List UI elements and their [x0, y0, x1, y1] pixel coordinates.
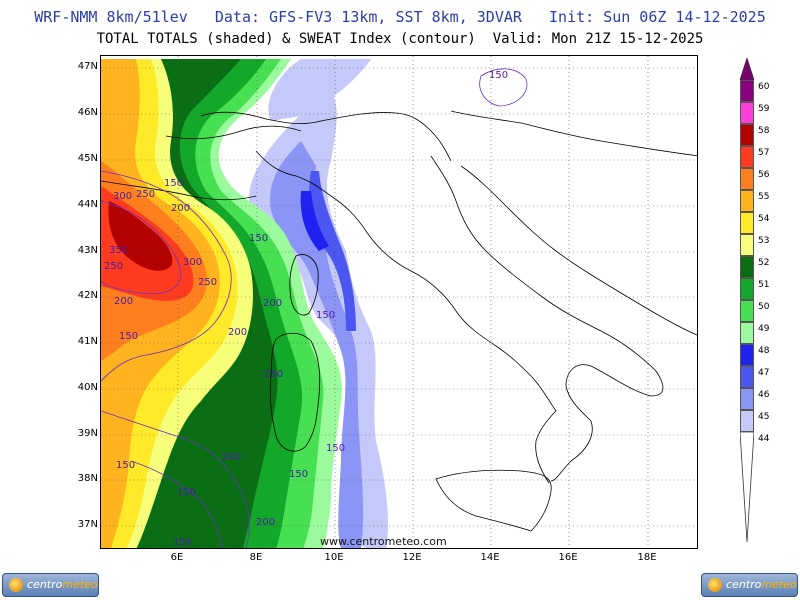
logo-text: centro — [27, 578, 63, 591]
map-panel: 150 300 250 150 200 350 300 250 150 200 … — [100, 55, 698, 549]
contour-label: 200 — [256, 517, 275, 528]
colorbar-swatch — [740, 168, 754, 190]
colorbar-label: 46 — [758, 390, 770, 400]
lat-label: 45N — [77, 153, 98, 164]
contour-label: 200 — [171, 203, 190, 214]
lat-label: 40N — [77, 382, 98, 393]
contour-label: 300 — [113, 191, 132, 202]
contour-label: 200 — [222, 452, 241, 463]
sun-icon — [9, 578, 23, 592]
lon-label: 12E — [402, 552, 422, 563]
contour-label: 150 — [489, 70, 508, 81]
colorbar-swatch — [740, 80, 754, 102]
lat-label: 47N — [77, 61, 98, 72]
centrometeo-logo-left[interactable]: centrometeo — [2, 573, 99, 597]
colorbar-label: 58 — [758, 126, 770, 136]
colorbar-label: 49 — [758, 324, 770, 334]
sweat-contours — [101, 68, 528, 548]
contour-labels: 150 300 250 150 200 350 300 250 150 200 … — [104, 70, 508, 548]
colorbar-label: 54 — [758, 214, 770, 224]
header-line-2: TOTAL TOTALS (shaded) & SWEAT Index (con… — [96, 31, 704, 47]
colorbar-swatch — [740, 212, 754, 234]
logo-text-accent: meteo — [761, 578, 797, 591]
contour-label: 250 — [136, 189, 155, 200]
colorbar-swatch — [740, 300, 754, 322]
lon-label: 10E — [324, 552, 344, 563]
watermark: www.centrometeo.com — [320, 535, 447, 548]
colorbar-swatch — [740, 366, 754, 388]
lat-label: 46N — [77, 107, 98, 118]
colorbar-label: 57 — [758, 148, 770, 158]
contour-label: 300 — [183, 257, 202, 268]
colorbar-swatch — [740, 102, 754, 124]
colorbar-label: 55 — [758, 192, 770, 202]
lat-label: 37N — [77, 519, 98, 530]
lat-label: 42N — [77, 290, 98, 301]
colorbar-swatch — [740, 278, 754, 300]
colorbar-swatch — [740, 146, 754, 168]
colorbar-arrow — [740, 58, 754, 80]
shaded-field — [101, 59, 532, 548]
colorbar-swatch — [740, 256, 754, 278]
colorbar-label: 47 — [758, 368, 770, 378]
logo-text-accent: meteo — [62, 578, 98, 591]
lat-label: 44N — [77, 199, 98, 210]
contour-label: 250 — [264, 369, 283, 380]
contour-label: 250 — [104, 261, 123, 272]
colorbar-swatch — [740, 388, 754, 410]
contour-label: 150 — [119, 331, 138, 342]
colorbar-label: 50 — [758, 302, 770, 312]
contour-label: 150 — [164, 178, 183, 189]
colorbar-swatch — [740, 410, 754, 432]
lon-label: 16E — [558, 552, 578, 563]
colorbar-label: 53 — [758, 236, 770, 246]
contour-label: 150 — [173, 537, 192, 548]
contour-label: 200 — [263, 298, 282, 309]
contour-label: 200 — [114, 296, 133, 307]
contour-label: 150 — [289, 469, 308, 480]
contour-label: 150 — [326, 443, 345, 454]
colorbar-swatch — [740, 322, 754, 344]
lon-label: 6E — [170, 552, 184, 563]
sun-icon — [708, 578, 722, 592]
centrometeo-logo-right[interactable]: centrometeo — [701, 573, 798, 597]
lon-label: 8E — [249, 552, 263, 563]
contour-label: 150 — [177, 487, 196, 498]
colorbar-label: 48 — [758, 346, 770, 356]
colorbar-label: 51 — [758, 280, 770, 290]
colorbar-label: 56 — [758, 170, 770, 180]
colorbar-swatch — [740, 190, 754, 212]
header-line-1: WRF-NMM 8km/51lev Data: GFS-FV3 13km, SS… — [34, 8, 766, 26]
colorbar-label: 59 — [758, 104, 770, 114]
contour-label: 150 — [116, 460, 135, 471]
contour-label: 350 — [109, 245, 128, 256]
colorbar-tail — [740, 432, 754, 542]
lon-label: 14E — [480, 552, 500, 563]
colorbar-label: 44 — [758, 434, 770, 444]
logo-text: centro — [726, 578, 762, 591]
colorbar-swatch — [740, 124, 754, 146]
colorbar-swatch — [740, 344, 754, 366]
colorbar-swatch — [740, 234, 754, 256]
lat-label: 39N — [77, 428, 98, 439]
lat-label: 43N — [77, 245, 98, 256]
lat-label: 38N — [77, 473, 98, 484]
contour-label: 250 — [198, 277, 217, 288]
lat-label: 41N — [77, 336, 98, 347]
colorbar-label: 45 — [758, 412, 770, 422]
contour-label: 150 — [249, 233, 268, 244]
coastline — [101, 110, 697, 532]
contour-label: 200 — [228, 327, 247, 338]
colorbar-label: 52 — [758, 258, 770, 268]
map-svg: 150 300 250 150 200 350 300 250 150 200 … — [101, 56, 697, 548]
colorbar-label: 60 — [758, 82, 770, 92]
contour-label: 150 — [316, 310, 335, 321]
lon-label: 18E — [637, 552, 657, 563]
